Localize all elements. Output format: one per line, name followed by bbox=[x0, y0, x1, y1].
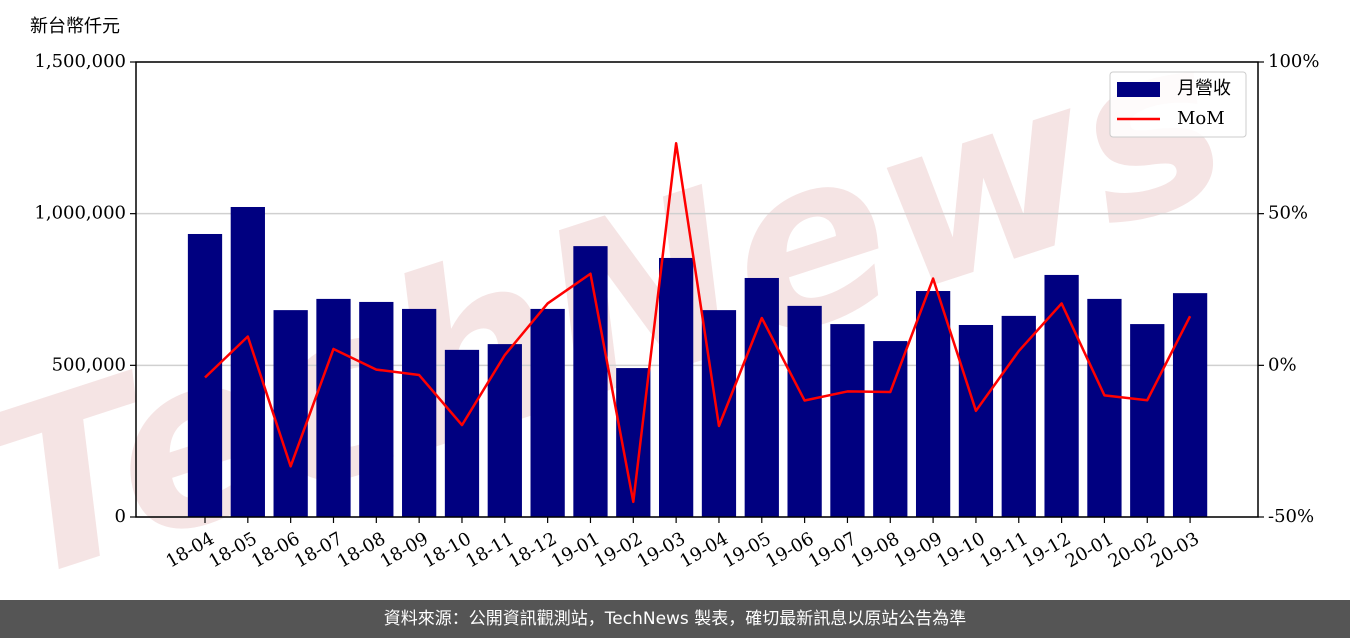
x-tick-label: 18-12 bbox=[505, 528, 560, 572]
x-tick-label: 18-11 bbox=[462, 528, 517, 572]
x-tick-label: 19-09 bbox=[891, 528, 946, 572]
legend-label: 月營收 bbox=[1177, 78, 1231, 99]
bar bbox=[359, 301, 394, 517]
legend-swatch bbox=[1117, 82, 1160, 97]
chart: TechNews 新台幣仟元 0500,0001,000,0001,500,00… bbox=[0, 0, 1319, 634]
y-tick-label: 1,500,000 bbox=[34, 51, 126, 72]
x-tick-label: 19-03 bbox=[634, 528, 689, 572]
bar bbox=[1130, 324, 1165, 517]
bar bbox=[1087, 298, 1122, 517]
bar bbox=[1044, 274, 1079, 517]
bar bbox=[487, 344, 522, 517]
bar bbox=[787, 305, 822, 517]
y-tick-label: 1,000,000 bbox=[34, 203, 126, 224]
bar bbox=[1001, 315, 1036, 517]
bar bbox=[230, 206, 265, 517]
footer: 資料來源：公開資訊觀測站，TechNews 製表，確切最新訊息以原站公告為準 bbox=[0, 600, 1350, 638]
bar bbox=[658, 257, 694, 517]
bar bbox=[530, 308, 565, 517]
y2-tick-label: 100% bbox=[1268, 51, 1319, 72]
y-axis-label: 新台幣仟元 bbox=[30, 16, 120, 37]
bar bbox=[958, 324, 994, 517]
x-tick-label: 19-10 bbox=[933, 528, 988, 572]
y-tick-label: 0 bbox=[115, 506, 126, 527]
bar bbox=[444, 349, 480, 517]
bar bbox=[744, 277, 779, 517]
x-tick-label: 19-11 bbox=[976, 528, 1031, 572]
bar bbox=[1172, 293, 1208, 517]
x-tick-label: 18-09 bbox=[377, 528, 432, 572]
y2-tick-label: 0% bbox=[1268, 354, 1297, 375]
x-tick-label: 19-01 bbox=[548, 528, 603, 572]
y2-tick-label: -50% bbox=[1268, 506, 1314, 527]
x-tick-label: 20-02 bbox=[1105, 528, 1160, 572]
bar bbox=[573, 246, 608, 517]
y-tick-label: 500,000 bbox=[52, 354, 126, 375]
x-tick-label: 19-07 bbox=[805, 528, 860, 572]
x-tick-label: 19-04 bbox=[676, 528, 731, 572]
bar bbox=[830, 324, 865, 517]
x-tick-label: 18-10 bbox=[419, 528, 474, 572]
bar bbox=[187, 233, 223, 518]
x-tick-label: 19-02 bbox=[591, 528, 646, 572]
x-tick-label: 20-03 bbox=[1148, 528, 1203, 572]
x-tick-label: 19-06 bbox=[762, 528, 817, 572]
bar bbox=[402, 308, 437, 517]
x-tick-label: 20-01 bbox=[1062, 528, 1117, 572]
x-tick-label: 19-05 bbox=[719, 528, 774, 572]
plot-frame bbox=[135, 61, 1259, 518]
bar bbox=[273, 310, 308, 517]
x-tick-label: 19-12 bbox=[1019, 528, 1074, 572]
bar bbox=[915, 291, 951, 517]
y2-tick-label: 50% bbox=[1268, 203, 1308, 224]
line bbox=[204, 142, 1192, 504]
bar bbox=[873, 341, 908, 517]
x-tick-label: 19-08 bbox=[848, 528, 903, 572]
legend-label: MoM bbox=[1177, 108, 1225, 129]
bar bbox=[316, 298, 351, 517]
